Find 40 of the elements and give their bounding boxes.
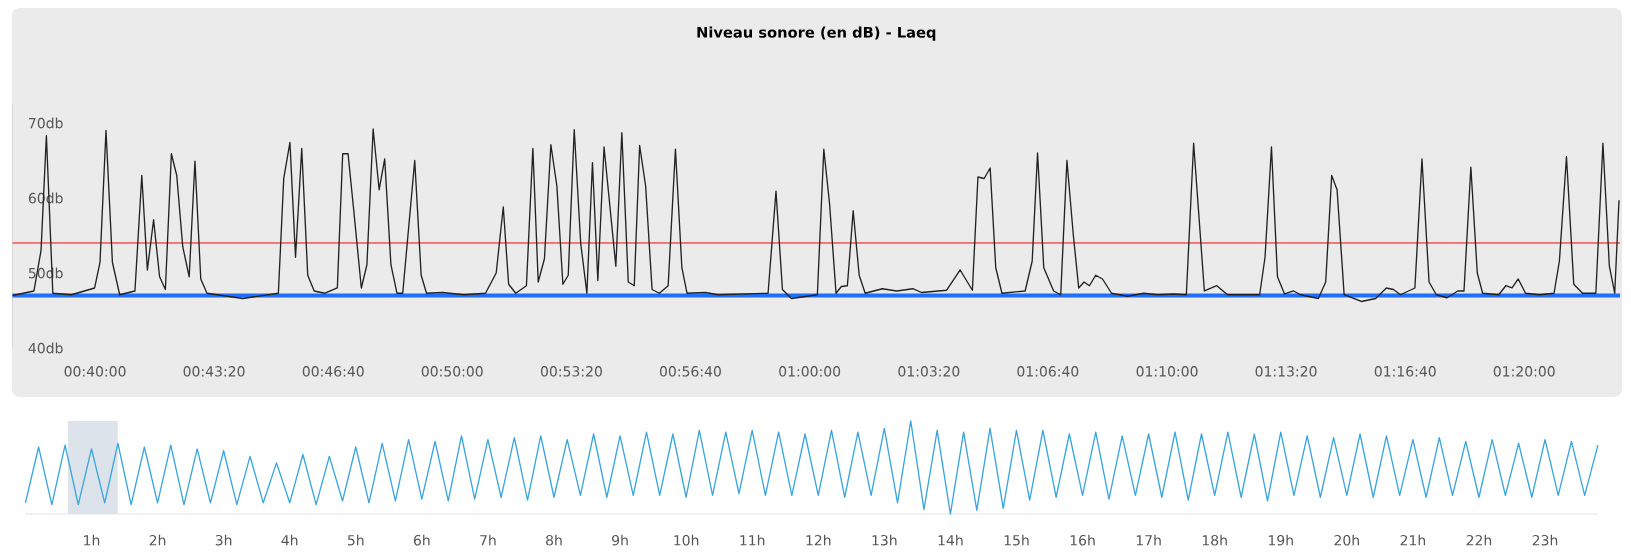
- x-tick-label: 19h: [1268, 534, 1293, 546]
- x-tick-label: 23h: [1532, 534, 1558, 546]
- x-tick-label: 01:10:00: [1136, 366, 1198, 377]
- x-tick-label: 01:20:00: [1493, 366, 1555, 377]
- x-tick-label: 4h: [281, 534, 298, 546]
- x-tick-label: 6h: [413, 534, 430, 546]
- x-tick-label: 00:53:20: [540, 366, 602, 377]
- x-tick-label: 14h: [938, 534, 963, 546]
- x-tick-label: 2h: [149, 534, 166, 546]
- x-tick-label: 01:06:40: [1017, 366, 1079, 377]
- line-series: [11, 128, 1620, 303]
- x-tick-label: 7h: [480, 534, 496, 546]
- x-tick-label: 00:56:40: [659, 366, 721, 377]
- x-tick-label: 15h: [1004, 534, 1029, 546]
- x-tick-label: 8h: [546, 534, 562, 546]
- x-tick-label: 01:16:40: [1374, 366, 1436, 377]
- x-tick-label: 00:50:00: [421, 366, 483, 377]
- x-tick-label: 5h: [347, 534, 364, 546]
- x-tick-label: 22h: [1466, 534, 1492, 546]
- x-tick-label: 00:43:20: [183, 366, 245, 377]
- x-tick-label: 3h: [215, 534, 232, 546]
- chart-title: Niveau sonore (en dB) - Laeq: [697, 26, 936, 41]
- x-tick-label: 01:00:00: [779, 366, 841, 377]
- x-tick-label: 21h: [1400, 534, 1426, 546]
- x-tick-label: 17h: [1136, 534, 1161, 546]
- x-tick-label: 13h: [872, 534, 897, 546]
- x-tick-label: 10h: [674, 534, 699, 546]
- y-tick-label: 70db: [29, 117, 63, 129]
- x-tick-label: 01:13:20: [1255, 366, 1317, 377]
- x-tick-label: 9h: [612, 534, 628, 546]
- x-tick-label: 20h: [1334, 534, 1359, 546]
- x-tick-label: 01:03:20: [898, 366, 960, 377]
- y-tick-label: 40db: [28, 342, 63, 354]
- x-tick-label: 18h: [1202, 534, 1227, 546]
- x-tick-label: 1h: [84, 534, 100, 546]
- x-tick-label: 11h: [740, 534, 765, 546]
- x-tick-label: 00:40:00: [64, 366, 126, 377]
- x-tick-label: 16h: [1070, 534, 1095, 546]
- x-tick-label: 00:46:40: [302, 366, 364, 377]
- x-tick-label: 12h: [806, 534, 831, 546]
